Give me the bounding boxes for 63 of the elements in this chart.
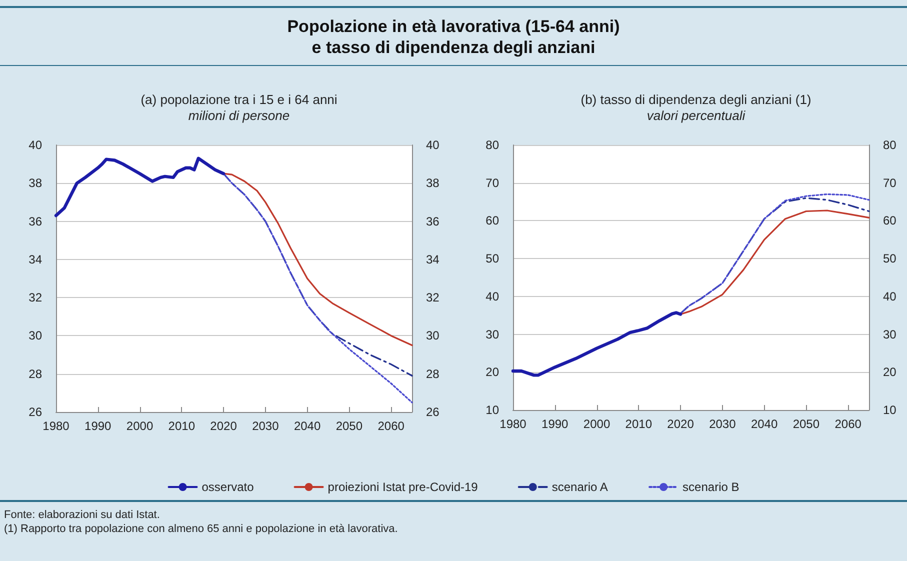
y-tick-label: 10: [486, 403, 500, 417]
y2-tick-label: 28: [426, 366, 440, 381]
x-tick-label: 2060: [834, 417, 862, 431]
chart-subtitle: milioni di persone: [188, 108, 290, 123]
x-tick-label: 2050: [792, 417, 820, 431]
x-tick-label: 2040: [294, 419, 321, 433]
y2-tick-label: 38: [426, 176, 440, 190]
y-tick-label: 60: [486, 214, 500, 228]
x-tick-label: 1990: [84, 419, 112, 433]
y2-tick-label: 40: [426, 138, 440, 152]
y2-tick-label: 36: [426, 214, 440, 228]
y2-tick-label: 26: [426, 405, 440, 419]
x-tick-label: 2020: [210, 419, 238, 433]
x-tick-label: 2050: [336, 419, 363, 433]
y-tick-label: 40: [28, 138, 42, 152]
y2-tick-label: 30: [883, 327, 897, 342]
legend-label: osservato: [202, 480, 254, 494]
y2-tick-label: 40: [883, 289, 897, 304]
chart-subtitle: valori percentuali: [646, 108, 746, 123]
x-tick-label: 2000: [583, 417, 610, 431]
y2-tick-label: 10: [883, 403, 897, 417]
y-tick-label: 30: [486, 327, 500, 342]
y-tick-label: 30: [28, 328, 42, 343]
y-tick-label: 70: [486, 176, 500, 190]
y2-tick-label: 70: [883, 176, 897, 190]
y2-tick-label: 60: [883, 214, 897, 228]
y-tick-label: 50: [486, 252, 500, 266]
x-tick-label: 2060: [378, 419, 405, 433]
x-tick-label: 2040: [750, 417, 778, 431]
y2-tick-label: 80: [883, 138, 897, 152]
y-tick-label: 38: [28, 176, 42, 190]
x-tick-label: 2030: [252, 419, 280, 433]
x-tick-label: 2010: [168, 419, 196, 433]
y-tick-label: 28: [28, 366, 42, 381]
legend-label: proiezioni Istat pre-Covid-19: [328, 480, 478, 494]
y-tick-label: 36: [28, 214, 42, 228]
legend-label: scenario B: [682, 480, 740, 494]
y2-tick-label: 20: [883, 365, 897, 380]
y-tick-label: 40: [486, 289, 500, 304]
x-tick-label: 2000: [126, 419, 154, 433]
y2-tick-label: 32: [426, 290, 440, 305]
x-tick-label: 2030: [709, 417, 736, 431]
line-series: [54, 156, 226, 218]
x-tick-label: 2020: [667, 417, 694, 431]
chart-title: (b) tasso di dipendenza degli anziani (1): [580, 92, 812, 107]
y-tick-label: 80: [486, 138, 500, 152]
x-tick-label: 1980: [42, 419, 70, 433]
source-note: Fonte: elaborazioni su dati Istat.: [4, 508, 161, 522]
y-tick-label: 26: [28, 405, 42, 419]
y2-tick-label: 34: [426, 252, 440, 266]
y-tick-label: 34: [28, 252, 42, 266]
x-tick-label: 1980: [500, 417, 527, 431]
x-tick-label: 2010: [625, 417, 652, 431]
line-series: [511, 311, 682, 377]
x-tick-label: 1990: [542, 417, 569, 431]
text: (1) Rapporto tra popolazione con almeno 65 anni e popolazione in età lavorativa.: [4, 522, 399, 536]
chart-title: (a) popolazione tra i 15 e i 64 anni: [140, 92, 338, 107]
y2-tick-label: 30: [426, 328, 440, 343]
y2-tick-label: 50: [883, 252, 897, 266]
y-tick-label: 32: [28, 290, 42, 305]
legend-label: scenario A: [552, 480, 608, 494]
text: Popolazione in età lavorativa (15-64 anni) e tasso di dipendenza degli anziani: [0, 6, 907, 66]
y-tick-label: 20: [486, 365, 500, 380]
